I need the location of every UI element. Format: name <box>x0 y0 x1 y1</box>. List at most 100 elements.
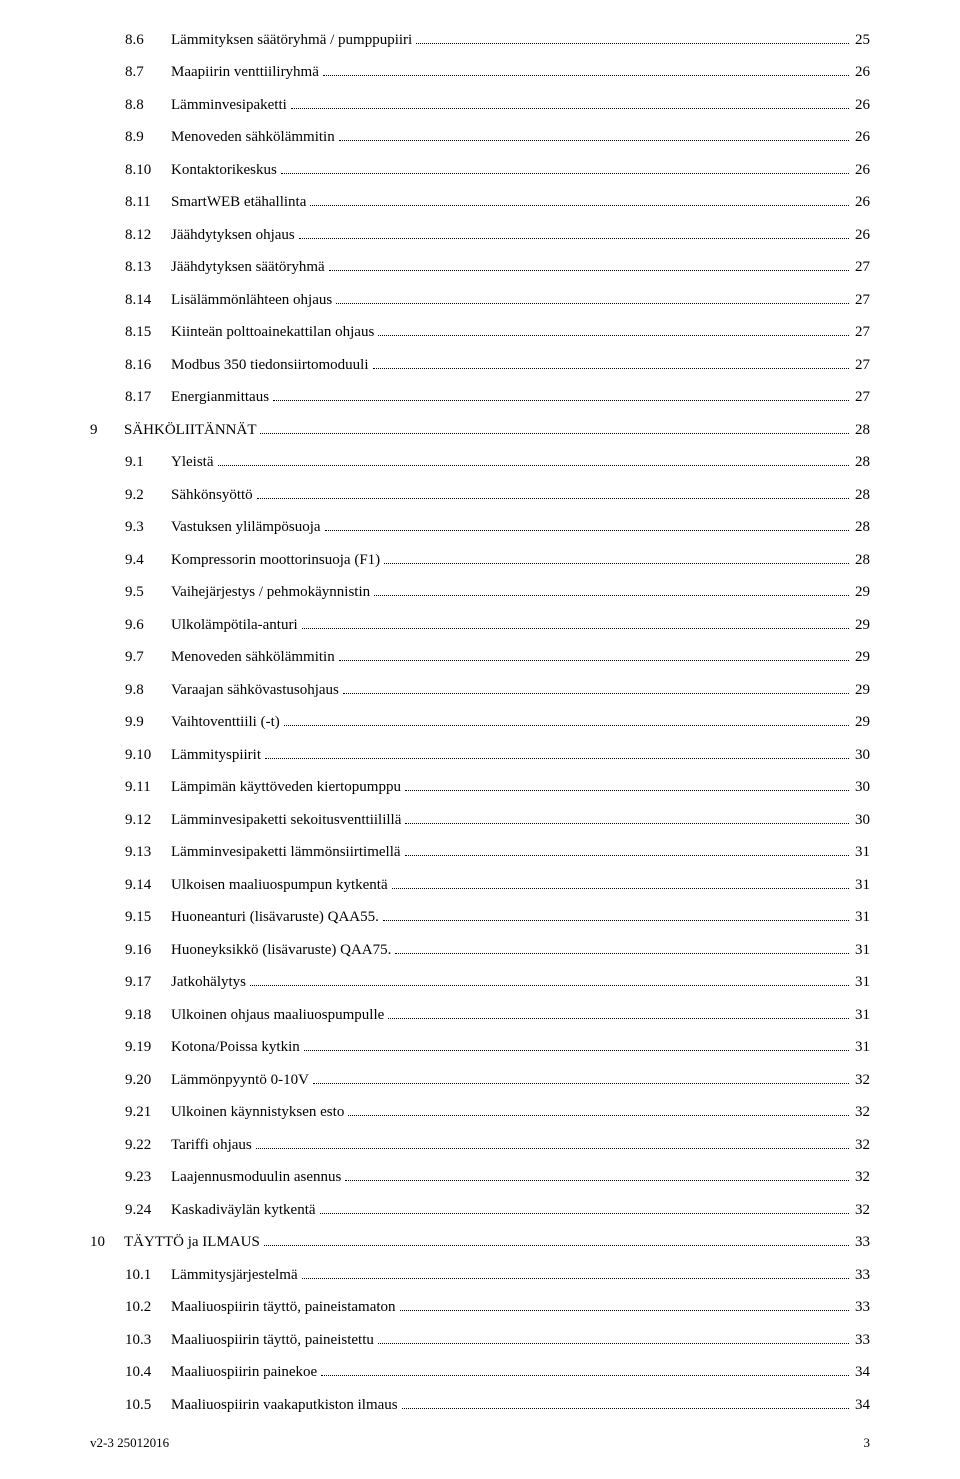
toc-leader-dots <box>302 1265 849 1279</box>
toc-entry: 9.1Yleistä28 <box>90 453 870 472</box>
toc-leader-dots <box>405 778 849 792</box>
toc-entry-page: 31 <box>853 844 870 861</box>
toc-entry-number: 9.7 <box>125 649 165 666</box>
toc-entry: 8.10Kontaktorikeskus26 <box>90 160 870 179</box>
toc-entry: 9.2Sähkönsyöttö28 <box>90 485 870 504</box>
toc-leader-dots <box>304 1038 849 1052</box>
toc-entry-title: Maaliuospiirin vaakaputkiston ilmaus <box>165 1397 398 1414</box>
toc-entry-title: Ulkoisen maaliuospumpun kytkentä <box>165 877 388 894</box>
toc-entry-title: Laajennusmoduulin asennus <box>165 1169 341 1186</box>
toc-entry-title: Tariffi ohjaus <box>165 1137 252 1154</box>
toc-leader-dots <box>260 420 849 434</box>
toc-entry-number: 8.14 <box>125 292 165 309</box>
toc-entry-title: Menoveden sähkölämmitin <box>165 129 335 146</box>
toc-entry-page: 33 <box>853 1267 870 1284</box>
toc-leader-dots <box>395 940 849 954</box>
toc-entry-page: 26 <box>853 162 870 179</box>
table-of-contents: 8.6Lämmityksen säätöryhmä / pumppupiiri2… <box>90 30 870 1414</box>
toc-entry: 9.7Menoveden sähkölämmitin29 <box>90 648 870 667</box>
toc-entry-title: Huoneanturi (lisävaruste) QAA55. <box>165 909 379 926</box>
toc-leader-dots <box>310 193 849 207</box>
toc-entry-title: Jäähdytyksen säätöryhmä <box>165 259 325 276</box>
toc-entry: 9.24Kaskadiväylän kytkentä32 <box>90 1200 870 1219</box>
toc-entry-title: Lämmönpyyntö 0-10V <box>165 1072 309 1089</box>
toc-entry: 9SÄHKÖLIITÄNNÄT28 <box>90 420 870 439</box>
toc-leader-dots <box>336 290 849 304</box>
toc-entry-title: Lämmityksen säätöryhmä / pumppupiiri <box>165 32 412 49</box>
toc-entry-page: 34 <box>853 1364 870 1381</box>
toc-entry-title: Maaliuospiirin painekoe <box>165 1364 317 1381</box>
toc-entry: 9.11Lämpimän käyttöveden kiertopumppu30 <box>90 778 870 797</box>
toc-entry-page: 26 <box>853 227 870 244</box>
toc-leader-dots <box>392 875 849 889</box>
toc-leader-dots <box>325 518 849 532</box>
toc-entry-page: 29 <box>853 682 870 699</box>
toc-leader-dots <box>405 810 849 824</box>
toc-entry: 8.12Jäähdytyksen ohjaus26 <box>90 225 870 244</box>
toc-entry-title: Kaskadiväylän kytkentä <box>165 1202 316 1219</box>
toc-entry-number: 9.2 <box>125 487 165 504</box>
toc-entry-title: Varaajan sähkövastusohjaus <box>165 682 339 699</box>
page-footer: v2-3 25012016 3 <box>90 1435 870 1451</box>
toc-entry: 8.16Modbus 350 tiedonsiirtomoduuli27 <box>90 355 870 374</box>
toc-entry-page: 30 <box>853 779 870 796</box>
toc-entry-number: 9.24 <box>125 1202 165 1219</box>
toc-entry-title: Kontaktorikeskus <box>165 162 277 179</box>
toc-entry-number: 9.14 <box>125 877 165 894</box>
toc-entry: 10.3Maaliuospiirin täyttö, paineistettu3… <box>90 1330 870 1349</box>
toc-leader-dots <box>374 583 849 597</box>
toc-entry-page: 31 <box>853 909 870 926</box>
toc-entry: 9.19Kotona/Poissa kytkin31 <box>90 1038 870 1057</box>
toc-entry-number: 9.12 <box>125 812 165 829</box>
toc-entry-title: SÄHKÖLIITÄNNÄT <box>118 422 256 439</box>
toc-leader-dots <box>348 1103 849 1117</box>
toc-leader-dots <box>339 128 849 142</box>
toc-entry-title: Kiinteän polttoainekattilan ohjaus <box>165 324 374 341</box>
toc-leader-dots <box>343 680 849 694</box>
toc-entry-title: Kotona/Poissa kytkin <box>165 1039 300 1056</box>
toc-entry: 8.6Lämmityksen säätöryhmä / pumppupiiri2… <box>90 30 870 49</box>
toc-entry-number: 8.9 <box>125 129 165 146</box>
toc-entry-page: 33 <box>853 1299 870 1316</box>
toc-entry-title: Maaliuospiirin täyttö, paineistamaton <box>165 1299 396 1316</box>
toc-entry-page: 31 <box>853 942 870 959</box>
toc-entry-number: 10 <box>90 1234 118 1251</box>
toc-leader-dots <box>383 908 849 922</box>
toc-leader-dots <box>218 453 850 467</box>
toc-entry: 9.16Huoneyksikkö (lisävaruste) QAA75.31 <box>90 940 870 959</box>
toc-entry-title: Lisälämmönlähteen ohjaus <box>165 292 332 309</box>
toc-entry-page: 26 <box>853 194 870 211</box>
toc-leader-dots <box>291 95 849 109</box>
toc-entry: 9.23Laajennusmoduulin asennus32 <box>90 1168 870 1187</box>
toc-entry-page: 31 <box>853 1039 870 1056</box>
toc-leader-dots <box>321 1363 849 1377</box>
toc-entry-page: 29 <box>853 584 870 601</box>
toc-entry-number: 9.5 <box>125 584 165 601</box>
toc-entry: 9.20Lämmönpyyntö 0-10V32 <box>90 1070 870 1089</box>
toc-leader-dots <box>313 1070 849 1084</box>
toc-leader-dots <box>284 713 849 727</box>
toc-entry: 9.3Vastuksen ylilämpösuoja28 <box>90 518 870 537</box>
toc-entry-page: 31 <box>853 1007 870 1024</box>
toc-leader-dots <box>329 258 849 272</box>
toc-entry-title: Lämmityspiirit <box>165 747 261 764</box>
toc-entry-title: Lämminvesipaketti lämmönsiirtimellä <box>165 844 401 861</box>
toc-entry-title: Modbus 350 tiedonsiirtomoduuli <box>165 357 369 374</box>
toc-entry-title: Kompressorin moottorinsuoja (F1) <box>165 552 380 569</box>
toc-entry-page: 27 <box>853 357 870 374</box>
toc-entry-number: 9.9 <box>125 714 165 731</box>
toc-leader-dots <box>256 1135 849 1149</box>
toc-entry-page: 26 <box>853 129 870 146</box>
toc-entry-number: 8.11 <box>125 194 165 211</box>
toc-entry: 10.1Lämmitysjärjestelmä33 <box>90 1265 870 1284</box>
toc-entry: 9.13Lämminvesipaketti lämmönsiirtimellä3… <box>90 843 870 862</box>
toc-entry-title: Lämminvesipaketti <box>165 97 287 114</box>
toc-entry-number: 8.13 <box>125 259 165 276</box>
toc-entry-title: Ulkolämpötila-anturi <box>165 617 298 634</box>
toc-entry: 9.14Ulkoisen maaliuospumpun kytkentä31 <box>90 875 870 894</box>
toc-entry-number: 9.1 <box>125 454 165 471</box>
toc-entry-title: Lämminvesipaketti sekoitusventtiilillä <box>165 812 401 829</box>
toc-entry-title: Energianmittaus <box>165 389 269 406</box>
toc-entry: 9.15Huoneanturi (lisävaruste) QAA55.31 <box>90 908 870 927</box>
toc-leader-dots <box>281 160 849 174</box>
